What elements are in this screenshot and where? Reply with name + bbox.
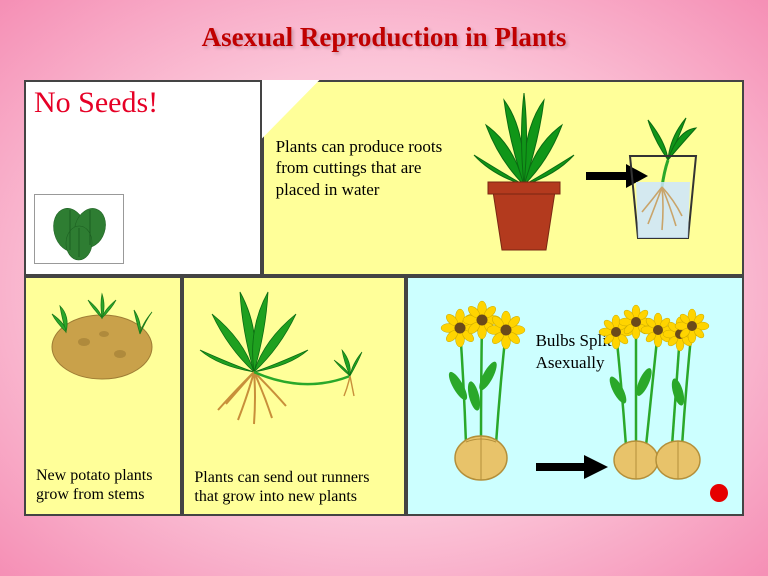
runner-plant-icon bbox=[194, 284, 399, 439]
panel-potato: New potato plants grow from stems bbox=[24, 276, 182, 516]
cuttings-caption: Plants can produce roots from cuttings t… bbox=[276, 136, 451, 200]
diagram-container: No Seeds! Plants can produce roots from … bbox=[24, 80, 744, 516]
potato-icon bbox=[42, 292, 162, 392]
bulbs-after-icon bbox=[588, 286, 718, 491]
slide-marker-icon bbox=[710, 484, 728, 502]
no-seeds-label: No Seeds! bbox=[34, 86, 158, 120]
glass-cutting-icon bbox=[618, 112, 708, 247]
row-2: New potato plants grow from stems bbox=[24, 276, 744, 516]
row-1: No Seeds! Plants can produce roots from … bbox=[24, 80, 744, 276]
panel-cuttings: Plants can produce roots from cuttings t… bbox=[262, 80, 744, 276]
leaf-photo-icon bbox=[34, 194, 124, 264]
page-title: Asexual Reproduction in Plants bbox=[0, 22, 768, 53]
runners-caption: Plants can send out runners that grow in… bbox=[194, 468, 393, 506]
potted-plant-icon bbox=[464, 90, 584, 265]
bulbs-before-icon bbox=[426, 286, 536, 491]
panel-bulbs: Bulbs Split Asexually bbox=[406, 276, 744, 516]
panel-no-seeds: No Seeds! bbox=[24, 80, 262, 276]
panel-runners: Plants can send out runners that grow in… bbox=[182, 276, 405, 516]
potato-caption: New potato plants grow from stems bbox=[36, 466, 170, 504]
